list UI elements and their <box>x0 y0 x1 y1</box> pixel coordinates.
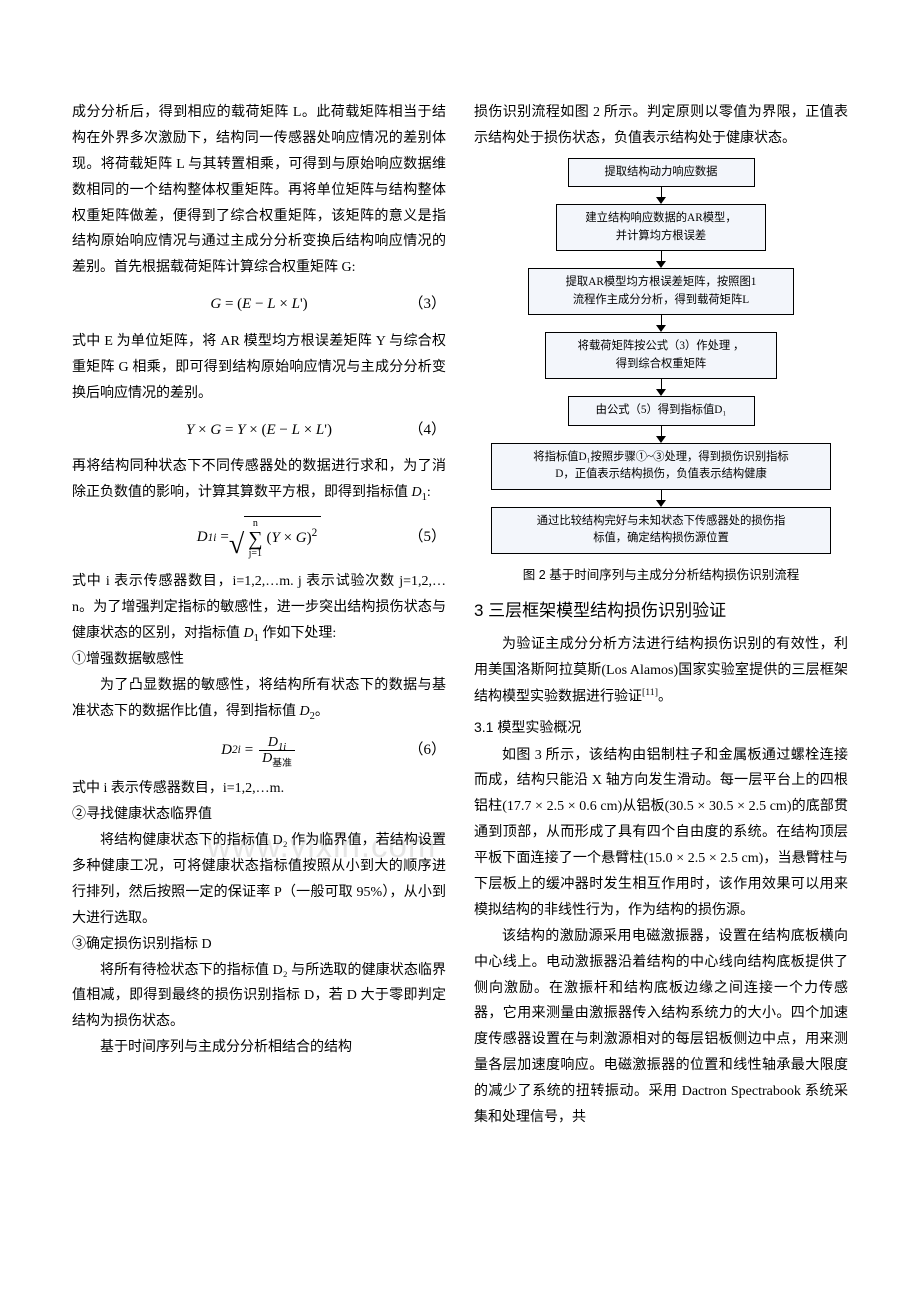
text: 作如下处理: <box>259 626 336 641</box>
flow-box-1: 提取结构动力响应数据 <box>568 158 755 188</box>
var-d1: D <box>412 485 422 500</box>
step-2-label: ②寻找健康状态临界值 <box>72 802 446 828</box>
var-d1b: D <box>244 626 254 641</box>
two-column-container: 成分分析后，得到相应的载荷矩阵 L。此荷载矩阵相当于结构在外界多次激励下，结构同… <box>72 100 848 1242</box>
section-3-1-heading: 3.1 模型实验概况 <box>474 715 848 741</box>
eq4-number: （4） <box>408 417 446 445</box>
equation-5: D1i = √ n ∑ j=1 (Y × G)2 （5） <box>72 516 446 559</box>
para-3-1-a: 如图 3 所示，该结构由铝制柱子和金属板通过螺栓连接而成，结构只能沿 X 轴方向… <box>474 743 848 924</box>
eq4-body: Y × G = Y × (E − L × L') <box>186 417 332 445</box>
para-eq5-pre: 再将结构同种状态下不同传感器处的数据进行求和，为了消除正负数值的影响，计算其算数… <box>72 454 446 506</box>
step-1-label: ①增强数据敏感性 <box>72 647 446 673</box>
var-d2: D <box>300 704 310 719</box>
text: 。 <box>315 704 329 719</box>
flow-box-2: 建立结构响应数据的AR模型， 并计算均方根误差 <box>556 204 767 251</box>
flow-box-6: 将指标值D₁按照步骤①~③处理，得到损伤识别指标 D，正值表示结构损伤，负值表示… <box>491 443 831 490</box>
citation-11: [11] <box>642 687 658 698</box>
para-r1: 损伤识别流程如图 2 所示。判定原则以零值为界限，正值表示结构处于损伤状态，负值… <box>474 100 848 152</box>
eq3-body: G = (E − L × L') <box>210 291 307 319</box>
text: 再将结构同种状态下不同传感器处的数据进行求和，为了消除正负数值的影响，计算其算数… <box>72 459 446 500</box>
flow-box-3: 提取AR模型均方根误差矩阵，按照图1 流程作主成分分析，得到载荷矩阵L <box>528 268 793 315</box>
text: 。 <box>658 690 672 705</box>
sum-lower: j=1 <box>249 549 262 559</box>
equation-4: Y × G = Y × (E − L × L') （4） <box>72 417 446 445</box>
text: : <box>427 485 431 500</box>
eq6-number: （6） <box>408 737 446 765</box>
flow-box-4: 将载荷矩阵按公式（3）作处理 ， 得到综合权重矩阵 <box>545 332 776 379</box>
flow-box-7: 通过比较结构完好与未知状态下传感器处的损伤指 标值，确定结构损伤源位置 <box>491 507 831 554</box>
eq5-number: （5） <box>408 524 446 552</box>
para-eq4-pre: 式中 E 为单位矩阵，将 AR 模型均方根误差矩阵 Y 与综合权重矩阵 G 相乘… <box>72 329 446 407</box>
step-3-label: ③确定损伤识别指标 D <box>72 932 446 958</box>
eq6-body: D2i = D1i D基准 <box>221 735 297 767</box>
para-transition: 基于时间序列与主成分分析相结合的结构 <box>72 1035 446 1061</box>
flowchart-fig2: 提取结构动力响应数据 建立结构响应数据的AR模型， 并计算均方根误差 提取AR模… <box>491 158 831 554</box>
para-step1: 为了凸显数据的敏感性，将结构所有状态下的数据与基准状态下的数据作比值，得到指标值… <box>72 673 446 725</box>
para-intro: 成分分析后，得到相应的载荷矩阵 L。此荷载矩阵相当于结构在外界多次激励下，结构同… <box>72 100 446 281</box>
section-3-heading: 3 三层框架模型结构损伤识别验证 <box>474 595 848 626</box>
equation-6: D2i = D1i D基准 （6） <box>72 735 446 767</box>
flow-box-5: 由公式（5）得到指标值D₁ <box>568 396 755 426</box>
eq3-number: （3） <box>408 291 446 319</box>
para-sec3-intro: 为验证主成分分析方法进行结构损伤识别的有效性，利用美国洛斯阿拉莫斯(Los Al… <box>474 632 848 710</box>
page: www.yixin.com 成分分析后，得到相应的载荷矩阵 L。此荷载矩阵相当于… <box>72 100 848 1242</box>
para-step3: 将所有待检状态下的指标值 D₂ 与所选取的健康状态临界值相减，即得到最终的损伤识… <box>72 958 446 1036</box>
eq5-body: D1i = √ n ∑ j=1 (Y × G)2 <box>197 516 322 559</box>
para-eq5-post: 式中 i 表示传感器数目，i=1,2,…m. j 表示试验次数 j=1,2,…n… <box>72 569 446 647</box>
para-eq6-post: 式中 i 表示传感器数目，i=1,2,…m. <box>72 776 446 802</box>
para-step2: 将结构健康状态下的指标值 D₂ 作为临界值，若结构设置多种健康工况，可将健康状态… <box>72 828 446 932</box>
equation-3: G = (E − L × L') （3） <box>72 291 446 319</box>
figure-2-caption: 图 2 基于时间序列与主成分分析结构损伤识别流程 <box>474 564 848 587</box>
para-3-1-b: 该结构的激励源采用电磁激振器，设置在结构底板横向中心线上。电动激振器沿着结构的中… <box>474 924 848 1131</box>
text: 为了凸显数据的敏感性，将结构所有状态下的数据与基准状态下的数据作比值，得到指标值 <box>72 678 446 719</box>
